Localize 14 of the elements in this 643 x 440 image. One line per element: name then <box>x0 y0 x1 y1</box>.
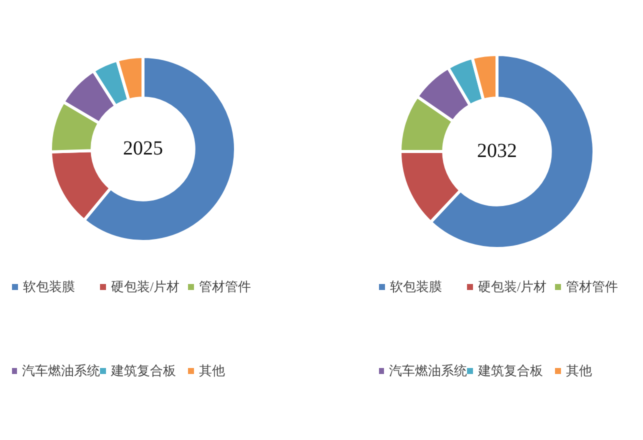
text: 2025 <box>123 137 163 160</box>
legend-label: 硬包装/片材 <box>111 278 180 296</box>
legend-label: 管材管件 <box>199 278 251 296</box>
legend-label: 软包装膜 <box>23 278 75 296</box>
legend-label: 建筑复合板 <box>478 362 543 380</box>
legend-label: 其他 <box>199 362 225 380</box>
text: 2032 <box>477 140 517 162</box>
legend-label: 其他 <box>566 362 592 380</box>
legend-label: 汽车燃油系统 <box>389 362 467 380</box>
legend-label: 软包装膜 <box>390 278 442 296</box>
legend-label: 建筑复合板 <box>111 362 176 380</box>
legend-label: 汽车燃油系统 <box>22 362 100 380</box>
legend-label: 管材管件 <box>566 278 618 296</box>
legend-label: 硬包装/片材 <box>478 278 547 296</box>
